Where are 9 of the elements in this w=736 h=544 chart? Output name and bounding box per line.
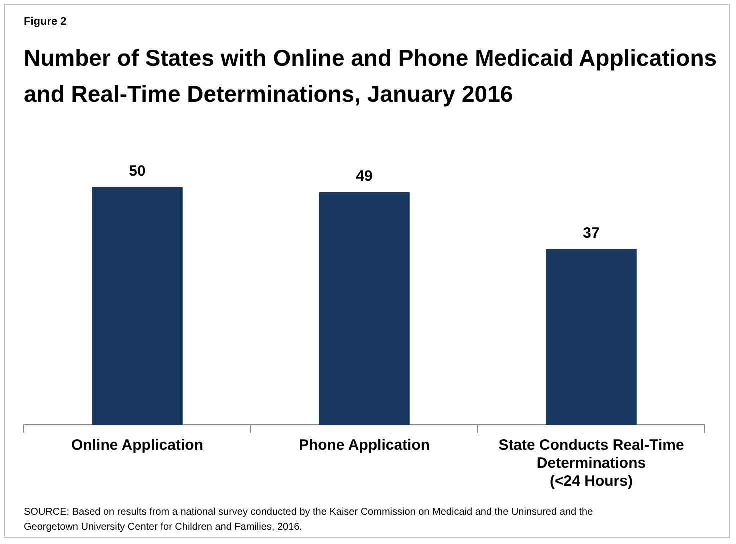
data-label: 50 [129,163,146,180]
data-label: 49 [356,168,373,185]
x-tick-label: State Conducts Real-Time Determinations (<24 Hours) [498,437,684,490]
chart-title: Number of States with Online and Phone Medicaid Applications and Real-Time Determinations, January 2016 [24,44,718,109]
data-label: 37 [583,224,600,242]
caption: Figure 2 [24,16,67,28]
x-tick-label: Online Application [72,437,204,454]
source-note: SOURCE: Based on results from a national survey conducted by the Kaiser Commission on Medicaid and the Uninsured and the Georgetown University Center for Children and Families, 2016. [24,506,594,535]
x-tick-label: Phone Application [298,437,430,454]
